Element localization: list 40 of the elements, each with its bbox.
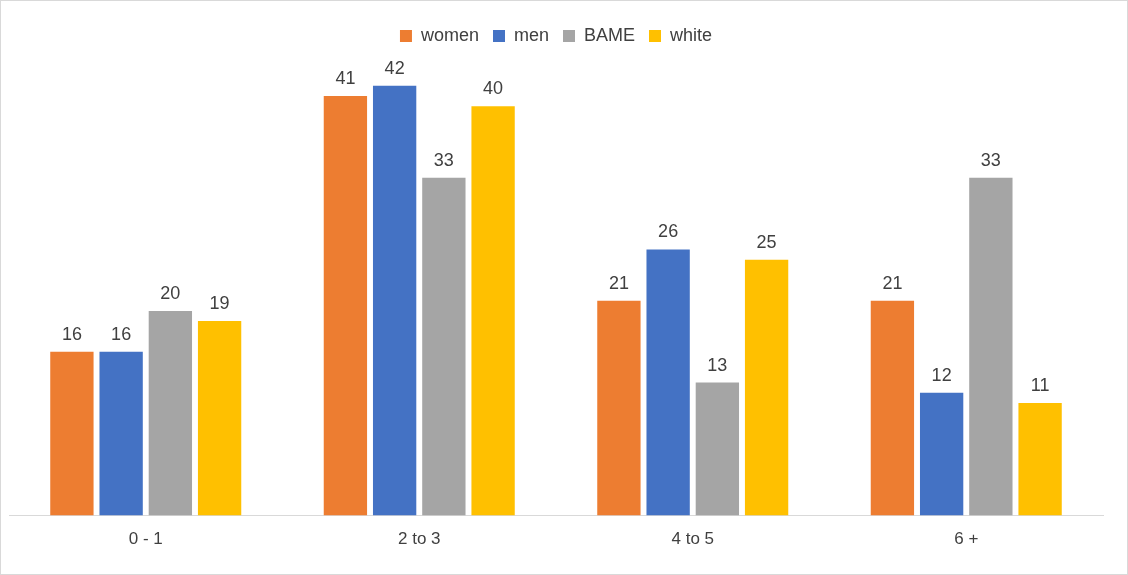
bar bbox=[695, 382, 740, 516]
data-label: 12 bbox=[931, 364, 952, 385]
bar bbox=[99, 351, 143, 516]
data-label: 21 bbox=[882, 272, 903, 293]
legend-label: BAME bbox=[584, 24, 636, 45]
bar bbox=[870, 300, 915, 516]
data-label: 40 bbox=[483, 78, 504, 99]
data-label: 16 bbox=[111, 323, 132, 344]
bar bbox=[919, 392, 964, 516]
bar bbox=[471, 106, 515, 516]
data-label: 13 bbox=[707, 354, 728, 375]
data-label: 26 bbox=[658, 221, 679, 242]
data-label: 11 bbox=[1030, 374, 1050, 395]
data-label: 19 bbox=[209, 293, 230, 314]
data-label: 41 bbox=[335, 67, 356, 88]
bar bbox=[323, 95, 368, 516]
legend-label: women bbox=[419, 24, 479, 45]
bar bbox=[50, 351, 94, 516]
legend-label: white bbox=[669, 24, 713, 45]
data-label: 33 bbox=[433, 149, 454, 170]
data-label: 25 bbox=[756, 231, 777, 252]
bar bbox=[372, 85, 417, 516]
bar bbox=[1018, 403, 1062, 516]
data-label: 33 bbox=[980, 149, 1001, 170]
data-label: 16 bbox=[61, 323, 82, 344]
x-tick-label: 2 to 3 bbox=[397, 529, 441, 549]
bar bbox=[148, 310, 193, 516]
data-label: 21 bbox=[608, 272, 629, 293]
bar bbox=[969, 177, 1013, 516]
bar bbox=[197, 321, 242, 516]
data-label: 20 bbox=[160, 282, 181, 303]
data-label: 42 bbox=[384, 57, 405, 78]
bar bbox=[597, 300, 641, 516]
bar bbox=[422, 177, 466, 516]
bar bbox=[744, 259, 789, 516]
x-tick-label: 6 + bbox=[954, 529, 979, 549]
x-tick-label: 4 to 5 bbox=[671, 529, 715, 549]
legend-label: men bbox=[513, 24, 549, 45]
x-tick-label: 0 - 1 bbox=[128, 529, 163, 549]
bar bbox=[646, 249, 690, 516]
